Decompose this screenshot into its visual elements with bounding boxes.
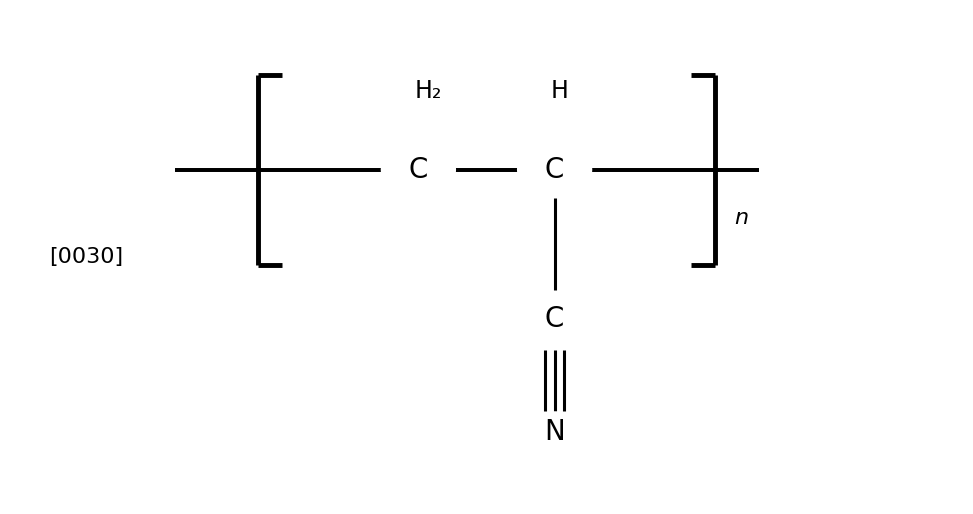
Circle shape (518, 412, 592, 451)
Text: H: H (551, 79, 568, 103)
Text: H₂: H₂ (414, 79, 442, 103)
Circle shape (518, 150, 592, 189)
Text: n: n (735, 209, 749, 228)
Text: [0030]: [0030] (49, 247, 123, 267)
Text: N: N (544, 418, 565, 446)
Circle shape (518, 299, 592, 338)
Text: C: C (409, 156, 428, 183)
Circle shape (381, 150, 455, 189)
Text: C: C (545, 305, 564, 333)
Text: C: C (545, 156, 564, 183)
